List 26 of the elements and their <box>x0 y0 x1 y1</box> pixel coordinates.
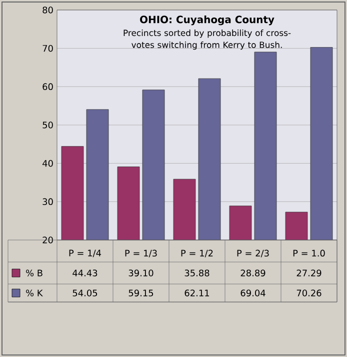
data-label: 39.10 <box>128 270 154 276</box>
x-tick-label: P = 2/3 <box>237 250 269 258</box>
y-tick-label: 50 <box>42 122 53 128</box>
y-tick-label: 40 <box>42 160 53 167</box>
legend-label: % B <box>26 270 42 276</box>
legend-label: % K <box>26 290 43 296</box>
x-tick-label: P = 1/2 <box>181 250 213 258</box>
y-tick-label: 60 <box>42 83 53 90</box>
data-label: 70.26 <box>296 290 322 296</box>
data-label: 69.04 <box>240 290 266 296</box>
data-label: 28.89 <box>240 270 266 276</box>
y-tick-label: 70 <box>42 44 53 52</box>
data-label: 59.15 <box>128 290 154 296</box>
x-tick-label: P = 1/3 <box>125 250 157 258</box>
data-label: 35.88 <box>184 270 210 276</box>
text: Precincts sorted by probability of cross-votes switching from Kerry to Bush. <box>124 30 291 50</box>
data-label: 62.11 <box>184 290 209 296</box>
x-tick-label: P = 1/4 <box>69 250 102 258</box>
data-label: 54.05 <box>72 290 98 296</box>
text: OHIO: Cuyahoga County <box>140 16 274 26</box>
y-tick-label: 20 <box>42 236 53 244</box>
y-tick-label: 80 <box>42 6 53 14</box>
y-tick-label: 30 <box>42 198 53 206</box>
data-label: 44.43 <box>72 270 98 276</box>
data-label: 27.29 <box>296 270 322 276</box>
x-tick-label: P = 1.0 <box>293 250 325 257</box>
